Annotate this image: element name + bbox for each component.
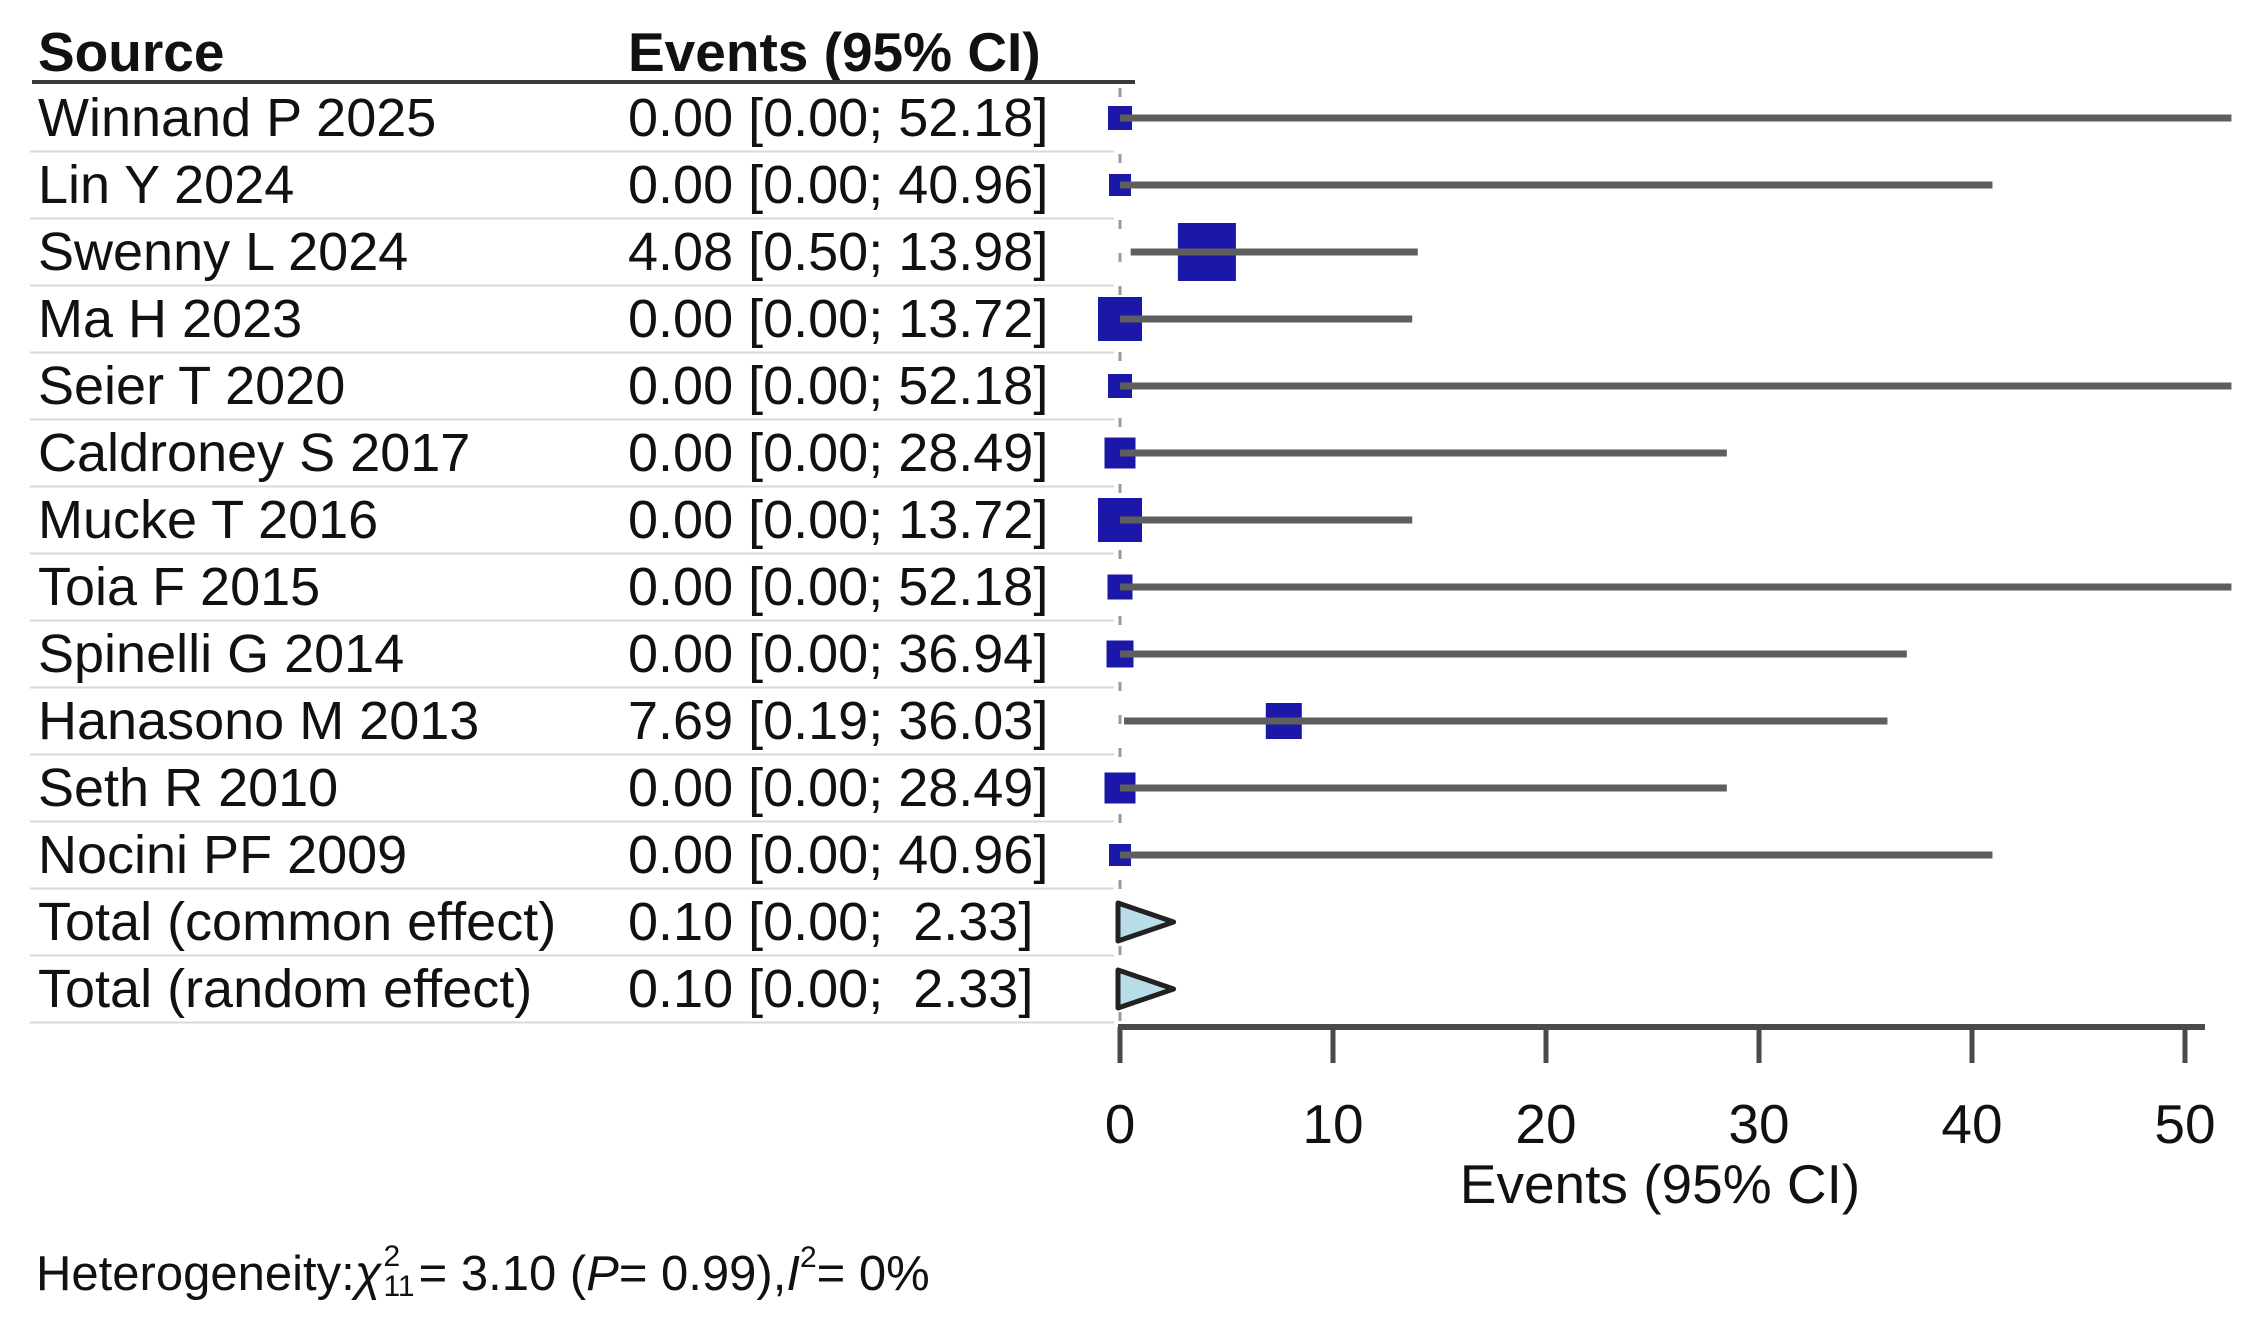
source-label: Toia F 2015 <box>38 557 321 617</box>
p-rest: = 0.99), <box>618 1247 787 1301</box>
events-ci-value: 0.00 [0.00; 13.72] <box>628 289 1049 349</box>
events-ci-value: 0.00 [0.00; 28.49] <box>628 423 1049 483</box>
events-ci-value: 0.00 [0.00; 40.96] <box>628 155 1049 215</box>
het-mid: = 3.10 ( <box>418 1247 587 1301</box>
het-tail: = 0% <box>816 1247 930 1301</box>
events-ci-value: 0.00 [0.00; 36.94] <box>628 624 1049 684</box>
chi-subscript: 11 <box>383 1270 415 1303</box>
chi-symbol: χ <box>354 1247 382 1301</box>
x-axis-tick-label: 50 <box>2154 1093 2215 1155</box>
source-label: Mucke T 2016 <box>38 490 379 550</box>
source-label: Nocini PF 2009 <box>38 825 408 885</box>
source-label: Lin Y 2024 <box>38 155 295 215</box>
source-label: Swenny L 2024 <box>38 222 409 282</box>
source-label: Seier T 2020 <box>38 356 346 416</box>
source-label: Spinelli G 2014 <box>38 624 405 684</box>
i-label: I <box>786 1247 800 1301</box>
x-axis-tick-label: 20 <box>1515 1093 1576 1155</box>
events-ci-value: 0.00 [0.00; 52.18] <box>628 356 1049 416</box>
events-ci-value: 0.00 [0.00; 40.96] <box>628 825 1049 885</box>
events-ci-value: 0.00 [0.00; 28.49] <box>628 758 1049 818</box>
events-ci-value: 0.00 [0.00; 52.18] <box>628 88 1049 148</box>
x-axis-tick-label: 0 <box>1105 1093 1136 1155</box>
source-label: Hanasono M 2013 <box>38 691 480 751</box>
het-prefix: Heterogeneity: <box>36 1247 355 1301</box>
events-ci-value: 0.00 [0.00; 13.72] <box>628 490 1049 550</box>
source-label: Total (common effect) <box>38 892 557 952</box>
events-ci-value: 0.00 [0.00; 52.18] <box>628 557 1049 617</box>
pooled-estimate-triangle <box>1115 967 1177 1011</box>
source-label: Caldroney S 2017 <box>38 423 471 483</box>
chi-exponents: 2 11 <box>383 1242 414 1302</box>
source-label: Winnand P 2025 <box>38 88 437 148</box>
x-axis-tick-label: 40 <box>1941 1093 2002 1155</box>
source-label: Ma H 2023 <box>38 289 303 349</box>
events-ci-value: 0.10 [0.00; 2.33] <box>628 959 1034 1019</box>
events-ci-value: 7.69 [0.19; 36.03] <box>628 691 1049 751</box>
source-label: Seth R 2010 <box>38 758 339 818</box>
source-label: Total (random effect) <box>38 959 533 1019</box>
source-column-header: Source <box>38 21 225 83</box>
chi-superscript: 2 <box>383 1240 401 1273</box>
pooled-estimate-triangle <box>1115 900 1177 944</box>
events-ci-value: 4.08 [0.50; 13.98] <box>628 222 1049 282</box>
events-ci-value: 0.10 [0.00; 2.33] <box>628 892 1034 952</box>
x-axis-title: Events (95% CI) <box>1459 1153 1861 1215</box>
i-superscript: 2 <box>799 1241 817 1274</box>
x-axis-tick-label: 10 <box>1302 1093 1363 1155</box>
p-label: P <box>586 1247 619 1301</box>
x-axis-tick-label: 30 <box>1728 1093 1789 1155</box>
events-column-header: Events (95% CI) <box>628 21 1041 83</box>
heterogeneity-note: Heterogeneity: χ 2 11 = 3.10 ( P = 0.99)… <box>36 1241 930 1304</box>
